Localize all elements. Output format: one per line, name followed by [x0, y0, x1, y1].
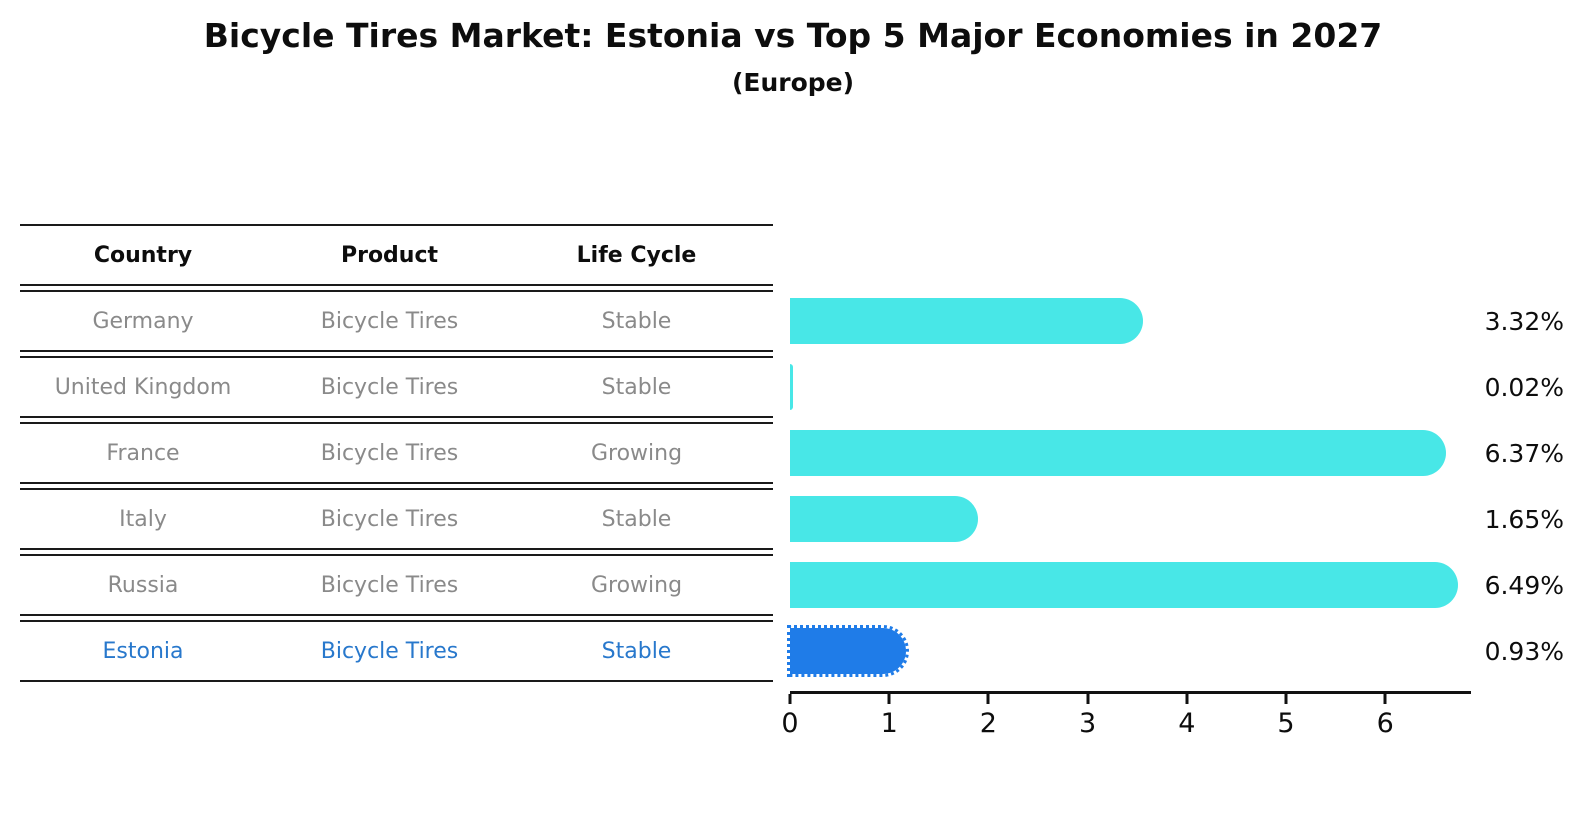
page-subtitle: (Europe): [731, 68, 855, 97]
cell-country: France: [106, 440, 180, 466]
table-row-cells: France Bicycle Tires Growing: [20, 422, 773, 484]
table-row-cells: Russia Bicycle Tires Growing: [20, 554, 773, 616]
cell-lifecycle: Stable: [601, 308, 672, 334]
bar-track: [773, 422, 1480, 484]
value-label: 6.49%: [1484, 570, 1564, 600]
cell-country: Germany: [92, 308, 194, 334]
table-row-germany: Germany Bicycle Tires Stable 3.32%: [20, 290, 1586, 352]
table-row-cells: Estonia Bicycle Tires Stable: [20, 620, 773, 682]
bar-track: [773, 356, 1480, 418]
bar-track: [773, 488, 1480, 550]
table-row-cells: Germany Bicycle Tires Stable: [20, 290, 773, 352]
bar-track: [773, 554, 1480, 616]
axis-tick-label: 6: [1376, 708, 1394, 739]
value-label: 0.93%: [1484, 636, 1564, 666]
bar-italy: [790, 496, 978, 542]
table-row-united-kingdom: United Kingdom Bicycle Tires Stable 0.02…: [20, 356, 1586, 418]
table-row-france: France Bicycle Tires Growing 6.37%: [20, 422, 1586, 484]
table-row-cells: Italy Bicycle Tires Stable: [20, 488, 773, 550]
table-row-estonia: Estonia Bicycle Tires Stable 0.93%: [20, 620, 1586, 682]
header-country: Country: [93, 242, 193, 268]
value-label: 0.02%: [1484, 372, 1564, 402]
axis-tick-label: 3: [1079, 708, 1097, 739]
axis-tick-label: 1: [880, 708, 898, 739]
cell-lifecycle: Stable: [601, 506, 672, 532]
axis-tick: [1185, 694, 1189, 704]
value-label-spacer: [1480, 224, 1586, 286]
header-lifecycle: Life Cycle: [576, 242, 697, 268]
bar-united-kingdom: [790, 364, 794, 410]
table-row-russia: Russia Bicycle Tires Growing 6.49%: [20, 554, 1586, 616]
axis-tick-label: 5: [1277, 708, 1295, 739]
axis-tick: [788, 694, 792, 704]
x-axis-line: [790, 691, 1471, 694]
cell-product: Bicycle Tires: [320, 572, 459, 598]
cell-product: Bicycle Tires: [320, 374, 459, 400]
page-title: Bicycle Tires Market: Estonia vs Top 5 M…: [203, 16, 1383, 55]
cell-lifecycle: Stable: [601, 638, 672, 664]
value-label: 1.65%: [1484, 504, 1564, 534]
axis-tick: [1284, 694, 1288, 704]
axis-tick-label: 0: [781, 708, 799, 739]
cell-country: Russia: [107, 572, 179, 598]
header-product: Product: [340, 242, 439, 268]
axis-tick: [1383, 694, 1387, 704]
axis-tick: [1086, 694, 1090, 704]
cell-lifecycle: Growing: [590, 572, 683, 598]
table-header-row: Country Product Life Cycle: [20, 224, 1586, 286]
market-comparison-chart: Country Product Life Cycle Germany Bicyc…: [0, 224, 1586, 682]
bar-track: [773, 290, 1480, 352]
cell-product: Bicycle Tires: [320, 638, 459, 664]
cell-country: Italy: [119, 506, 167, 532]
bar-track: [773, 224, 1480, 286]
table-header-cells: Country Product Life Cycle: [20, 224, 773, 286]
bar-track: [773, 620, 1480, 682]
cell-country: Estonia: [102, 638, 184, 664]
bar-estonia: [786, 625, 910, 677]
cell-product: Bicycle Tires: [320, 308, 459, 334]
bar-russia: [790, 562, 1458, 608]
table-row-cells: United Kingdom Bicycle Tires Stable: [20, 356, 773, 418]
cell-country: United Kingdom: [54, 374, 232, 400]
cell-product: Bicycle Tires: [320, 506, 459, 532]
axis-tick-label: 2: [979, 708, 997, 739]
cell-lifecycle: Stable: [601, 374, 672, 400]
axis-tick: [887, 694, 891, 704]
value-label: 3.32%: [1484, 306, 1564, 336]
bar-france: [790, 430, 1446, 476]
cell-product: Bicycle Tires: [320, 440, 459, 466]
bar-germany: [790, 298, 1144, 344]
axis-tick-label: 4: [1178, 708, 1196, 739]
table-row-italy: Italy Bicycle Tires Stable 1.65%: [20, 488, 1586, 550]
axis-tick: [986, 694, 990, 704]
cell-lifecycle: Growing: [590, 440, 683, 466]
x-axis: 0 1 2 3 4 5 6: [781, 691, 1471, 741]
value-label: 6.37%: [1484, 438, 1564, 468]
